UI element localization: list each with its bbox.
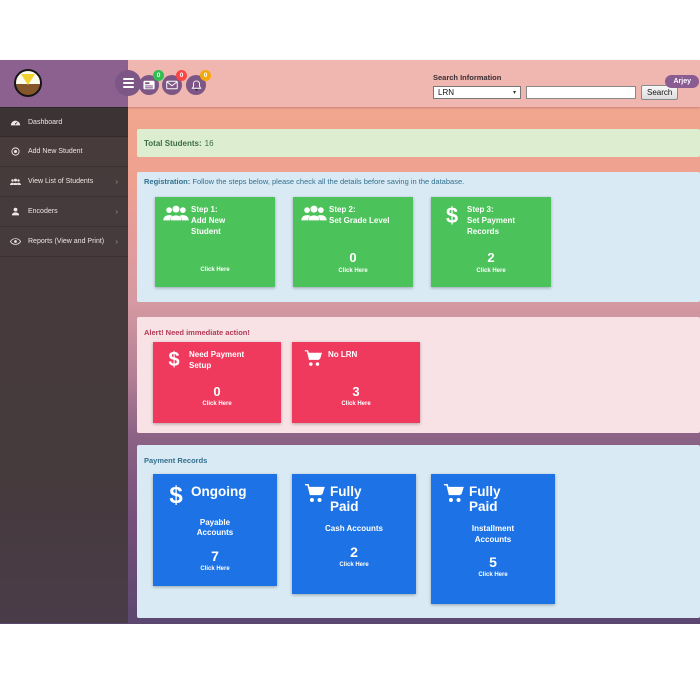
- forms-button[interactable]: 0: [139, 70, 164, 95]
- click-here-link[interactable]: Click Here: [478, 572, 508, 578]
- need-payment-setup-card[interactable]: $ Need Payment Setup 0 Click Here: [153, 342, 281, 423]
- fully-paid-cash-accounts-card[interactable]: Fully Paid Cash Accounts 2 Click Here: [292, 474, 416, 594]
- eye-icon: [10, 238, 21, 245]
- form-icon: [143, 80, 155, 90]
- click-here-link[interactable]: Click Here: [338, 268, 368, 274]
- chevron-right-icon: ›: [115, 237, 118, 246]
- card-count: 2: [350, 543, 358, 560]
- top-header: 0 0 0 Search Information LRN ▾ Search: [0, 60, 700, 107]
- brand-area: [0, 60, 128, 107]
- sidebar-item-encoders[interactable]: Encoders ›: [0, 197, 128, 227]
- cart-icon: [300, 484, 330, 514]
- sidebar-item-add-new-student[interactable]: Add New Student: [0, 137, 128, 167]
- dollar-icon: $: [445, 203, 459, 228]
- sidebar-toggle-button[interactable]: [115, 70, 141, 96]
- card-count: 3: [352, 384, 360, 399]
- users-icon: [299, 205, 329, 247]
- cart-icon: [298, 350, 328, 380]
- envelope-icon: [166, 80, 178, 90]
- total-students-label: Total Students:: [144, 138, 202, 148]
- registration-panel: Registration: Follow the steps below, pl…: [137, 172, 700, 302]
- sidebar-item-reports[interactable]: Reports (View and Print) ›: [0, 227, 128, 257]
- bell-icon: [191, 80, 202, 91]
- search-area: Search Information LRN ▾ Search: [433, 73, 679, 100]
- app-window: 0 0 0 Search Information LRN ▾ Search: [0, 60, 700, 624]
- alert-title: Alert! Need immediate action!: [144, 328, 250, 337]
- sidebar: Dashboard Add New Student View List of S…: [0, 107, 128, 623]
- dashboard-icon: [10, 118, 21, 126]
- registration-title: Registration: Follow the steps below, pl…: [144, 177, 465, 186]
- card-subtitle: Payable Accounts: [196, 518, 234, 538]
- search-button[interactable]: Search: [641, 85, 679, 100]
- search-filter-value: LRN: [438, 88, 455, 97]
- step3-set-payment-records-card[interactable]: $ Step 3: Set Payment Records 2 Click He…: [431, 197, 551, 287]
- students-group-icon: [10, 178, 21, 186]
- sidebar-item-view-list-of-students[interactable]: View List of Students ›: [0, 167, 128, 197]
- card-count: 0: [213, 384, 221, 399]
- total-students-value: 16: [204, 138, 214, 148]
- card-count: 0: [349, 250, 357, 265]
- alerts-button[interactable]: 0: [186, 70, 211, 95]
- search-filter-select[interactable]: LRN ▾: [433, 86, 521, 99]
- dollar-icon: $: [168, 349, 180, 371]
- click-here-link[interactable]: Click Here: [202, 401, 232, 407]
- user-icon: [10, 207, 21, 216]
- caret-down-icon: ▾: [512, 90, 516, 96]
- user-menu-button[interactable]: Arjey: [665, 75, 699, 88]
- messages-count-badge: 0: [176, 70, 187, 81]
- search-input[interactable]: [526, 86, 636, 99]
- card-count: 5: [489, 554, 497, 570]
- fully-paid-installment-accounts-card[interactable]: Fully Paid Installment Accounts 5 Click …: [431, 474, 555, 604]
- total-students-bar: Total Students: 16: [137, 129, 700, 157]
- payment-records-title: Payment Records: [144, 456, 208, 465]
- click-here-link[interactable]: Click Here: [476, 268, 506, 274]
- school-logo-icon: [14, 69, 42, 97]
- ongoing-payable-accounts-card[interactable]: $ Ongoing Payable Accounts 7 Click Here: [153, 474, 277, 586]
- messages-button[interactable]: 0: [162, 70, 187, 95]
- sidebar-item-dashboard[interactable]: Dashboard: [0, 107, 128, 137]
- no-lrn-card[interactable]: No LRN 3 Click Here: [292, 342, 420, 423]
- card-subtitle: Cash Accounts: [325, 524, 383, 534]
- click-here-link[interactable]: Click Here: [339, 561, 369, 568]
- click-here-link[interactable]: Click Here: [200, 267, 230, 273]
- alert-panel: Alert! Need immediate action! $ Need Pay…: [137, 317, 700, 433]
- step1-add-new-student-card[interactable]: Step 1: Add New Student Click Here: [155, 197, 275, 287]
- click-here-link[interactable]: Click Here: [341, 401, 371, 407]
- card-count: [161, 250, 269, 264]
- search-label: Search Information: [433, 73, 502, 82]
- dollar-icon: $: [169, 482, 183, 509]
- payment-records-panel: Payment Records $ Ongoing Payable Accoun…: [137, 445, 700, 618]
- forms-count-badge: 0: [153, 70, 164, 81]
- card-subtitle: Installment Accounts: [471, 524, 515, 544]
- add-student-icon: [10, 147, 21, 156]
- chevron-right-icon: ›: [115, 207, 118, 216]
- cart-icon: [439, 484, 469, 514]
- main-content: Total Students: 16 Registration: Follow …: [137, 107, 700, 618]
- card-count: 7: [211, 547, 219, 564]
- chevron-right-icon: ›: [115, 177, 118, 186]
- card-count: 2: [487, 250, 495, 265]
- click-here-link[interactable]: Click Here: [200, 565, 230, 572]
- users-icon: [161, 205, 191, 247]
- alerts-count-badge: 0: [200, 70, 211, 81]
- step2-set-grade-level-card[interactable]: Step 2: Set Grade Level 0 Click Here: [293, 197, 413, 287]
